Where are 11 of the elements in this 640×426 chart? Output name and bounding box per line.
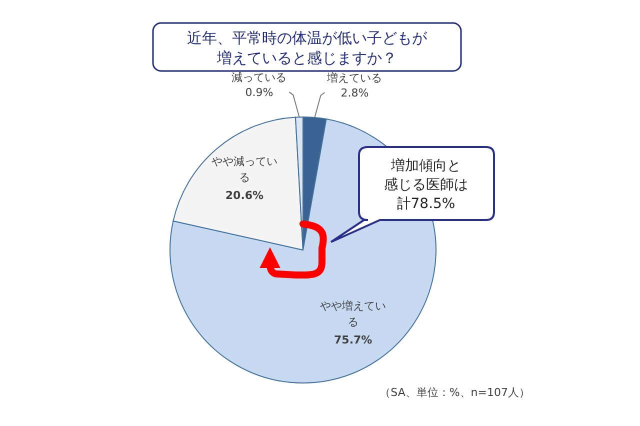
slice-label: 減っている (232, 71, 287, 84)
data-label: 2.8% (340, 86, 369, 100)
data-label: 75.7% (334, 333, 372, 346)
text: 増加傾向と感じる医師は計78.5% (384, 157, 468, 212)
data-label: 0.9% (245, 86, 274, 100)
slice-label: やや増えている (320, 299, 386, 328)
data-label: 20.6% (225, 189, 264, 202)
text: （SA、単位：%、n=107人） (380, 386, 530, 399)
chart-title: 近年、平常時の体温が低い子どもが増えていると感じますか？ (187, 29, 428, 67)
slice-label: やや減っている (211, 155, 278, 184)
slice-label: 増えている (326, 72, 382, 85)
